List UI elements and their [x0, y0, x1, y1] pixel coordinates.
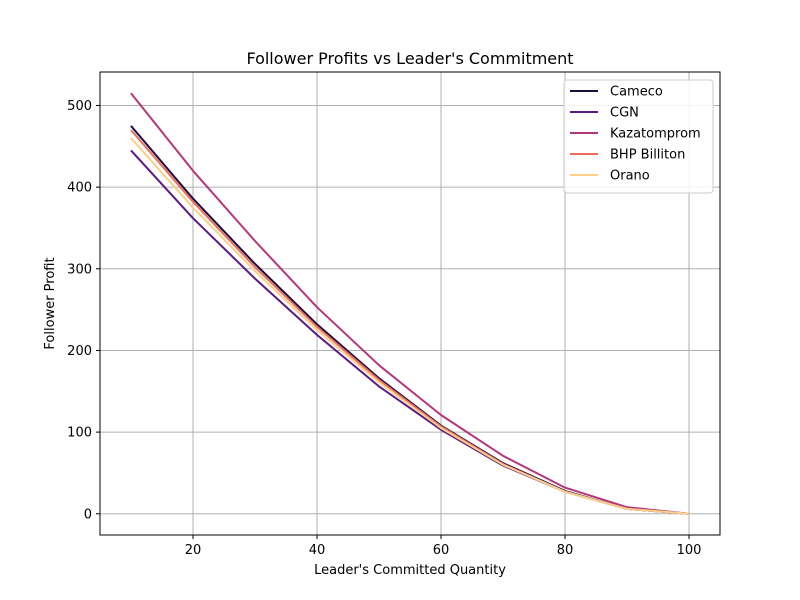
legend: Cameco CGN Kazatomprom BHP Billiton Orano	[563, 79, 714, 194]
series-line-cgn	[130, 149, 690, 515]
legend-box	[563, 79, 714, 194]
series-line-orano	[130, 137, 690, 515]
y-tick-label: 100	[67, 426, 92, 441]
plot-frame	[99, 71, 721, 536]
x-axis-ticks: 20 40 60 80 100	[185, 535, 702, 558]
legend-label-cgn: CGN	[610, 106, 639, 121]
legend-label-bhp-billiton: BHP Billiton	[610, 148, 685, 163]
x-tick-label: 40	[309, 543, 326, 558]
x-tick-label: 60	[433, 543, 450, 558]
y-axis-label: Follower Profit	[43, 257, 58, 349]
x-axis-label: Leader's Committed Quantity	[314, 563, 506, 578]
legend-label-kazatomprom: Kazatomprom	[610, 127, 701, 142]
x-tick-label: 80	[557, 543, 574, 558]
x-tick-label: 20	[185, 543, 202, 558]
y-tick-label: 300	[67, 262, 92, 277]
y-tick-label: 500	[67, 99, 92, 114]
y-tick-label: 400	[67, 181, 92, 196]
y-axis-ticks: 0 100 200 300 400 500	[67, 99, 100, 522]
legend-label-cameco: Cameco	[610, 85, 663, 100]
chart-title: Follower Profits vs Leader's Commitment	[246, 49, 573, 68]
y-tick-label: 0	[84, 507, 92, 522]
x-tick-label: 100	[677, 543, 702, 558]
series-line-kazatomprom	[130, 92, 690, 515]
series-lines	[130, 92, 690, 515]
legend-label-orano: Orano	[610, 169, 650, 184]
y-tick-label: 200	[67, 344, 92, 359]
